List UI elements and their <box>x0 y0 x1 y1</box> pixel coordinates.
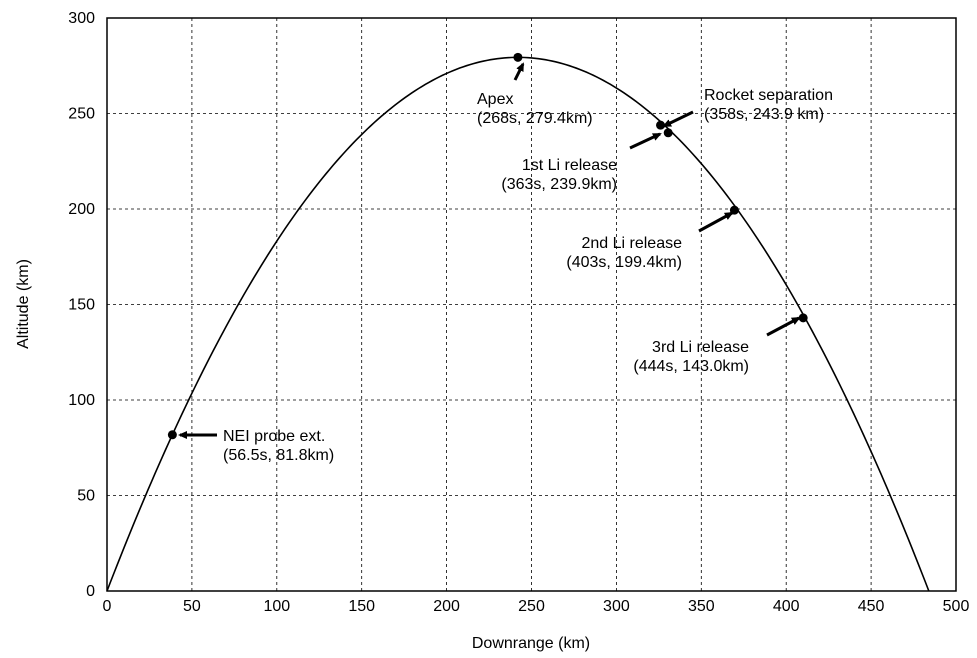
annotation-arrow <box>766 316 801 337</box>
annotation-label: (268s, 279.4km) <box>477 110 593 127</box>
annotation-label: (358s, 243.9 km) <box>704 106 824 123</box>
annotation-label: Apex <box>477 91 513 108</box>
annotation-arrows <box>178 62 801 439</box>
plot-frame <box>106 17 957 592</box>
x-tick-label: 0 <box>103 598 112 615</box>
x-tick-label: 450 <box>858 598 885 615</box>
annotation-label: 3rd Li release <box>652 339 749 356</box>
event-point <box>663 128 673 138</box>
x-tick-label: 50 <box>183 598 201 615</box>
x-axis-label: Downrange (km) <box>472 635 590 652</box>
y-tick-label: 150 <box>68 297 95 314</box>
trajectory-curve <box>106 56 930 592</box>
x-tick-label: 150 <box>348 598 375 615</box>
annotation-label: (444s, 143.0km) <box>633 358 749 375</box>
annotation-label: NEI probe ext. <box>223 428 325 445</box>
annotations: NEI probe ext. (56.5s, 81.8km) Apex (268s, … <box>223 87 833 464</box>
y-tick-label: 250 <box>68 106 95 123</box>
annotation-label: Rocket separation <box>704 87 833 104</box>
x-tick-label: 350 <box>688 598 715 615</box>
annotation-label: (56.5s, 81.8km) <box>223 447 334 464</box>
event-point <box>167 430 177 440</box>
y-tick-label: 0 <box>86 583 95 600</box>
annotation-arrow <box>662 110 694 128</box>
event-point <box>798 313 808 323</box>
x-tick-label: 100 <box>263 598 290 615</box>
x-tick-label: 500 <box>943 598 970 615</box>
annotation-arrow <box>698 211 734 233</box>
x-tick-label: 400 <box>773 598 800 615</box>
y-tick-label: 100 <box>68 392 95 409</box>
y-tick-label: 200 <box>68 201 95 218</box>
annotation-arrow <box>629 132 662 150</box>
y-tick-label: 300 <box>68 10 95 27</box>
y-tick-label: 50 <box>77 488 95 505</box>
annotation-label: 2nd Li release <box>581 235 682 252</box>
x-tick-label: 300 <box>603 598 630 615</box>
annotation-label: (403s, 199.4km) <box>566 254 682 271</box>
annotation-label: (363s, 239.9km) <box>501 176 617 193</box>
tick-labels: 0 50 100 150 200 250 300 350 400 450 500 0 50 100 150 2… <box>68 10 969 615</box>
annotation-arrow <box>513 62 525 81</box>
x-tick-label: 200 <box>433 598 460 615</box>
x-tick-label: 250 <box>518 598 545 615</box>
event-point <box>513 52 523 62</box>
y-axis-label: Altitude (km) <box>15 259 32 349</box>
annotation-label: 1st Li release <box>522 157 617 174</box>
